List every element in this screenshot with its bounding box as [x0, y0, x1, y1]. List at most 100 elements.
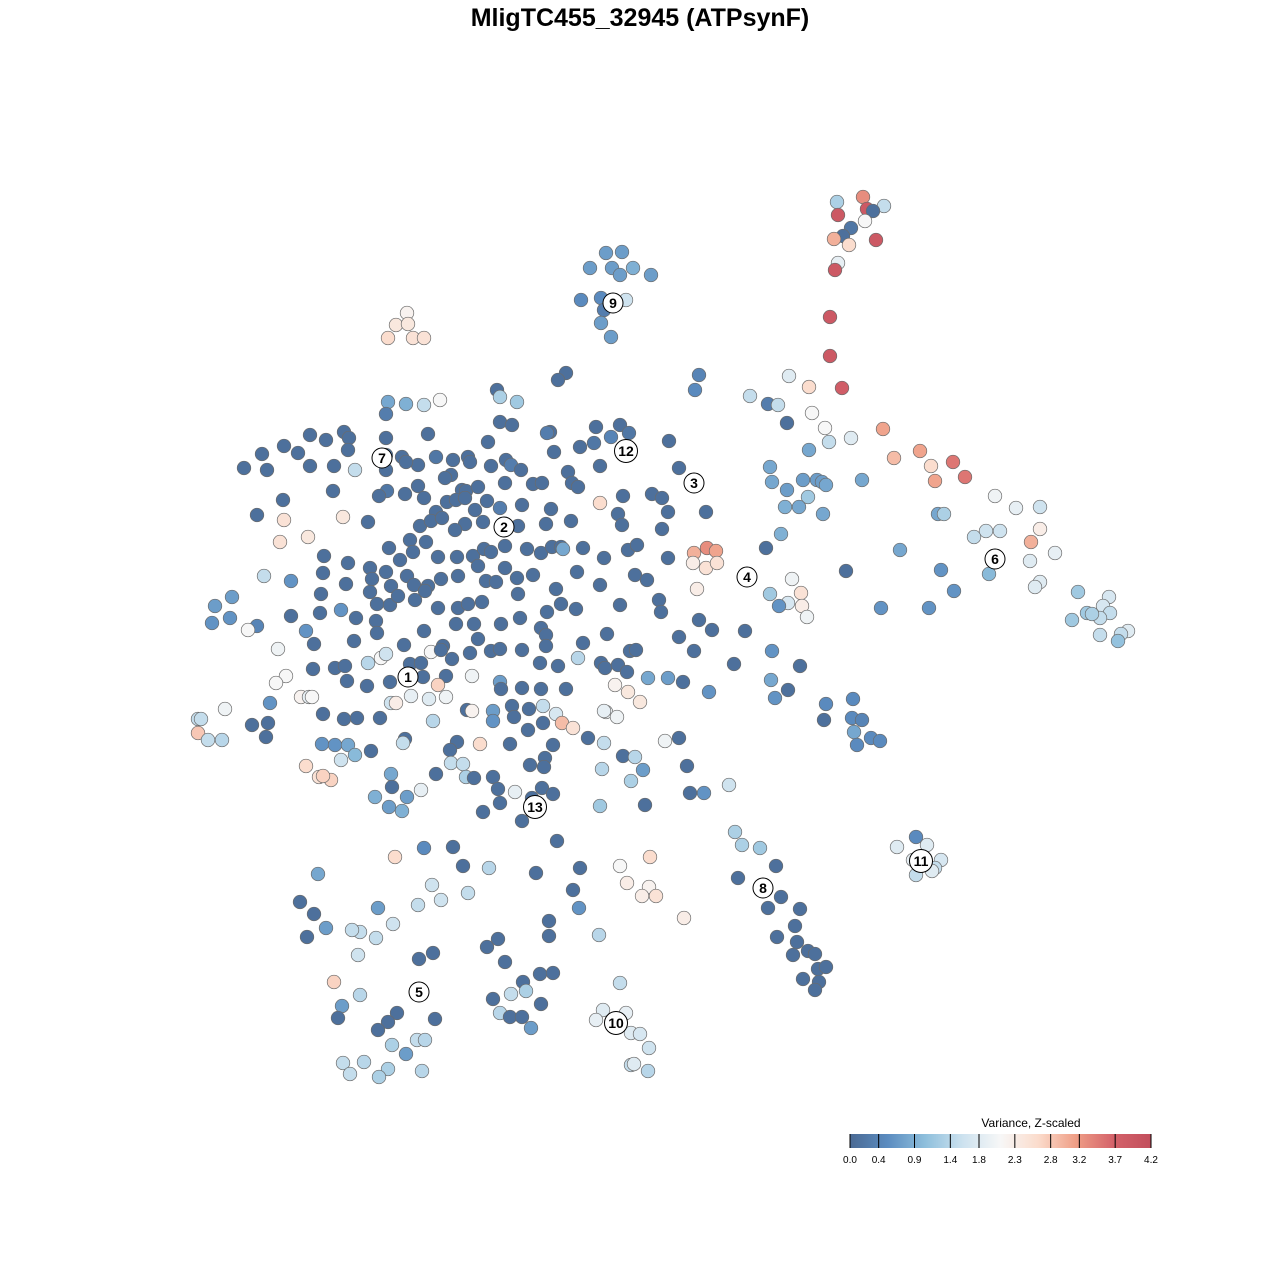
data-point	[730, 870, 746, 886]
data-point	[340, 442, 356, 458]
data-point	[592, 577, 608, 593]
data-point	[300, 529, 316, 545]
data-point	[599, 626, 615, 642]
cluster-label-5: 5	[408, 981, 430, 1003]
data-point	[270, 641, 286, 657]
data-point	[543, 501, 559, 517]
data-point	[619, 664, 635, 680]
data-point	[553, 596, 569, 612]
data-point	[595, 1002, 611, 1018]
data-point	[689, 581, 705, 597]
data-point	[698, 504, 714, 520]
data-point	[933, 562, 949, 578]
data-point	[398, 454, 414, 470]
data-point	[785, 947, 801, 963]
data-point	[657, 733, 673, 749]
data-point	[696, 785, 712, 801]
data-point	[829, 194, 845, 210]
data-point	[385, 916, 401, 932]
colorbar-tick-label: 3.2	[1072, 1155, 1086, 1166]
data-point	[946, 583, 962, 599]
data-point	[416, 840, 432, 856]
data-point	[607, 677, 623, 693]
data-point	[493, 681, 509, 697]
data-point	[283, 573, 299, 589]
data-point	[349, 710, 365, 726]
cluster-label-text: 12	[618, 443, 634, 459]
data-point	[306, 906, 322, 922]
data-point	[592, 798, 608, 814]
data-point	[514, 813, 530, 829]
data-point	[383, 578, 399, 594]
data-point	[360, 514, 376, 530]
data-point	[480, 434, 496, 450]
data-point	[217, 701, 233, 717]
data-point	[545, 786, 561, 802]
cluster-label-text: 1	[404, 669, 412, 685]
data-point	[675, 674, 691, 690]
chart-title: MligTC455_32945 (ATPsynF)	[470, 4, 810, 32]
data-point	[779, 415, 795, 431]
data-point	[764, 474, 780, 490]
data-point	[360, 655, 376, 671]
data-point	[416, 330, 432, 346]
data-point	[337, 658, 353, 674]
data-point	[352, 987, 368, 1003]
data-point	[565, 882, 581, 898]
colorbar-tick-label: 3.7	[1108, 1155, 1122, 1166]
data-point	[444, 651, 460, 667]
data-point	[363, 743, 379, 759]
data-point	[474, 594, 490, 610]
data-point	[394, 803, 410, 819]
data-point	[945, 454, 961, 470]
data-point	[815, 506, 831, 522]
data-point	[249, 507, 265, 523]
data-point	[768, 858, 784, 874]
data-point	[793, 585, 809, 601]
data-point	[752, 840, 768, 856]
data-point	[425, 713, 441, 729]
data-point	[682, 785, 698, 801]
data-point	[340, 737, 356, 753]
data-point	[368, 613, 384, 629]
data-point	[481, 860, 497, 876]
data-point	[405, 544, 421, 560]
data-point	[575, 635, 591, 651]
data-point	[416, 397, 432, 413]
colorbar-tick-label: 2.3	[1008, 1155, 1022, 1166]
data-point	[333, 602, 349, 618]
data-point	[634, 888, 650, 904]
data-point	[341, 430, 357, 446]
data-point	[283, 608, 299, 624]
data-point	[278, 668, 294, 684]
data-point	[804, 405, 820, 421]
data-point	[413, 655, 429, 671]
data-point	[326, 458, 342, 474]
data-point	[612, 267, 628, 283]
data-point	[356, 1054, 372, 1070]
cluster-label-circle	[397, 666, 419, 688]
data-point	[418, 534, 434, 550]
data-point	[315, 768, 331, 784]
data-point	[854, 712, 870, 728]
data-point	[868, 232, 884, 248]
data-point	[818, 477, 834, 493]
data-point	[430, 677, 446, 693]
data-point	[762, 586, 778, 602]
data-point	[822, 348, 838, 364]
data-point	[854, 472, 870, 488]
data-point	[704, 622, 720, 638]
data-point	[671, 730, 687, 746]
data-point	[598, 245, 614, 261]
data-point	[921, 600, 937, 616]
data-point	[1027, 579, 1043, 595]
data-point	[416, 623, 432, 639]
data-point	[434, 510, 450, 526]
data-point	[603, 429, 619, 445]
data-point	[1032, 521, 1048, 537]
cluster-label-circle	[523, 795, 547, 819]
data-point	[318, 432, 334, 448]
data-point	[378, 646, 394, 662]
data-point	[438, 689, 454, 705]
